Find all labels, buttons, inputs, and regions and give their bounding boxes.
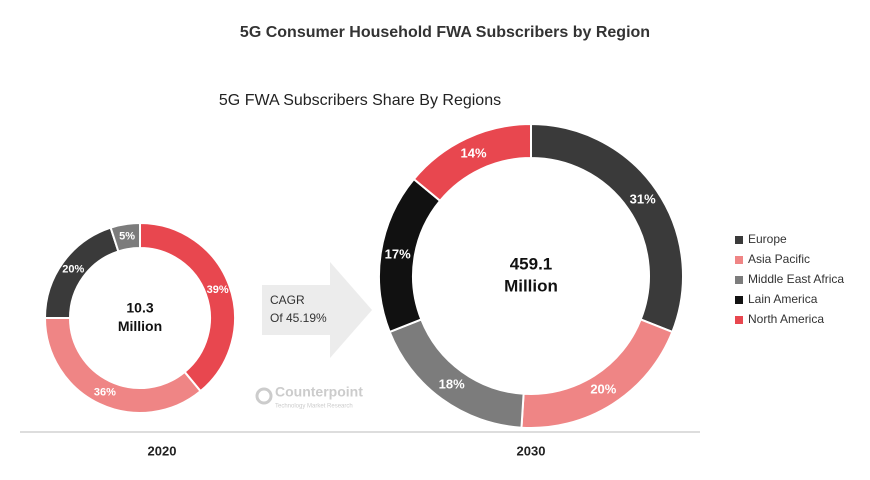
legend-swatch bbox=[735, 276, 743, 284]
center-label: 10.3 bbox=[126, 300, 153, 316]
data-label: 36% bbox=[94, 387, 116, 399]
legend-swatch bbox=[735, 256, 743, 264]
legend-label: Asia Pacific bbox=[748, 252, 810, 266]
annotation: CAGR bbox=[270, 293, 305, 307]
donut-slice bbox=[109, 221, 141, 253]
legend-label: Lain America bbox=[748, 292, 818, 306]
annotation: Of 45.19% bbox=[270, 311, 327, 325]
data-label: 18% bbox=[439, 377, 465, 392]
legend-swatch bbox=[735, 296, 743, 304]
watermark-logo bbox=[255, 387, 273, 405]
chart-subtitle: 5G FWA Subscribers Share By Regions bbox=[219, 92, 501, 109]
legend-swatch bbox=[735, 316, 743, 324]
data-label: 14% bbox=[461, 145, 487, 160]
watermark: Counterpoint bbox=[275, 384, 363, 400]
watermark-sub: Technology Market Research bbox=[275, 404, 353, 410]
data-label: 31% bbox=[630, 192, 656, 207]
center-label: 459.1 bbox=[510, 254, 553, 273]
arrow bbox=[262, 262, 372, 358]
legend-label: North America bbox=[748, 312, 824, 326]
year-label: 2020 bbox=[148, 443, 177, 458]
data-label: 20% bbox=[62, 263, 84, 275]
center-label: Million bbox=[118, 318, 162, 334]
data-label: 5% bbox=[119, 230, 135, 242]
center-label: Million bbox=[504, 277, 558, 296]
donut-slice bbox=[412, 122, 532, 203]
legend-label: Middle East Africa bbox=[748, 272, 844, 286]
legend-swatch bbox=[735, 236, 743, 244]
data-label: 17% bbox=[385, 246, 411, 261]
data-label: 20% bbox=[590, 381, 616, 396]
chart-title: 5G Consumer Household FWA Subscribers by… bbox=[240, 24, 650, 41]
year-label: 2030 bbox=[517, 443, 546, 458]
legend-label: Europe bbox=[748, 232, 787, 246]
data-label: 39% bbox=[207, 284, 229, 296]
